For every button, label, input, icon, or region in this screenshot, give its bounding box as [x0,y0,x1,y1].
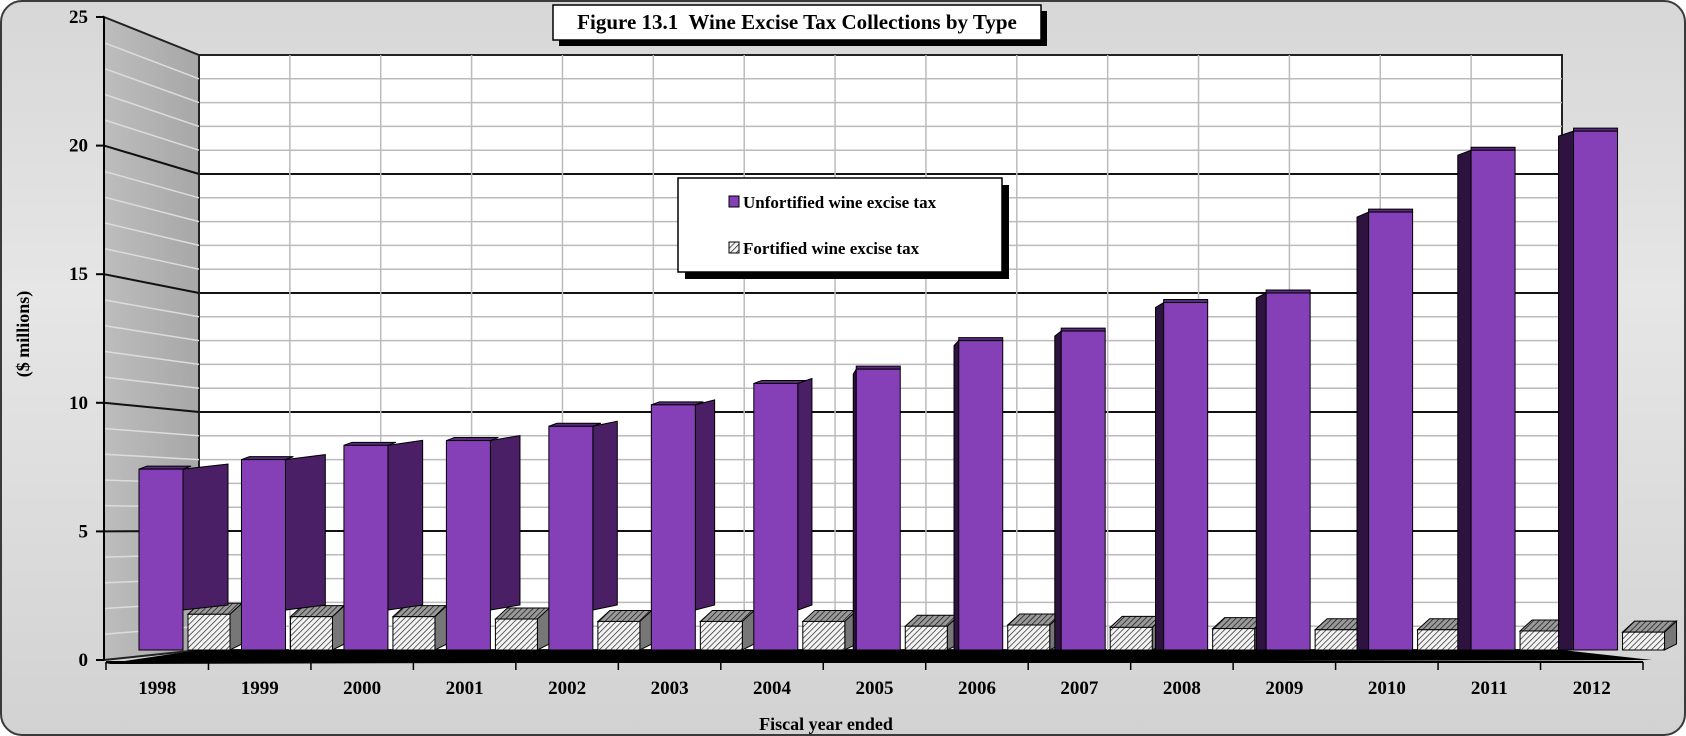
legend-label-fortified: Fortified wine excise tax [743,239,920,258]
bar-unfortified [1054,327,1106,651]
bar-unfortified [1457,146,1516,651]
y-axis: 0 5 10 15 20 25 [69,7,105,671]
x-tick-label: 1999 [241,678,279,699]
x-axis-label: Fiscal year ended [759,714,893,734]
bar-unfortified [240,454,326,651]
bar-unfortified [852,365,901,651]
x-tick-label: 2006 [958,678,996,699]
y-tick-label: 20 [69,136,88,157]
bar-unfortified [1255,289,1311,651]
bar-unfortified [445,434,521,651]
bar-fortified [596,609,654,651]
x-tick-label: 2008 [1163,678,1201,699]
y-tick-label: 25 [69,7,88,28]
y-tick-label: 10 [69,393,88,414]
bar-fortified [1621,620,1678,651]
bar-unfortified [548,420,618,651]
legend-swatch-fortified [728,241,740,254]
x-tick-label: 2007 [1060,678,1099,699]
x-axis: 1998 1999 2000 2001 2002 2003 2004 2005 2006 2007… [105,661,1644,699]
x-tick-label: 2009 [1265,678,1303,699]
bar-fortified [494,606,551,651]
y-axis-label: ($ millions) [13,291,34,378]
bar-fortified [186,602,244,651]
x-tick-label: 2000 [343,678,381,699]
y-tick-label: 0 [79,650,89,671]
y-tick-label: 15 [69,264,88,285]
bar-fortified [699,609,756,651]
bar-unfortified [1155,299,1209,651]
bar-fortified [391,604,449,651]
bar-fortified [1006,612,1064,651]
bar-unfortified [1558,127,1619,651]
bar-unfortified [650,399,716,651]
bar-unfortified [138,463,229,651]
x-tick-label: 2011 [1471,678,1508,699]
x-tick-label: 2001 [446,678,484,699]
bar-unfortified [343,439,424,651]
bar-fortified [289,604,346,651]
legend-swatch-unfortified [728,195,740,208]
x-tick-label: 2002 [548,678,586,699]
x-tick-label: 2010 [1368,678,1406,699]
x-tick-label: 2005 [856,678,894,699]
legend-label-unfortified: Unfortified wine excise tax [743,193,937,212]
plot-floor [104,650,1652,664]
chart-title: Figure 13.1 Wine Excise Tax Collections … [577,10,1017,34]
y-tick-label: 5 [79,521,89,542]
bar-unfortified [953,337,1004,651]
x-tick-label: 2003 [651,678,689,699]
chart-title-box: Figure 13.1 Wine Excise Tax Collections … [552,4,1047,46]
bar-unfortified [1356,208,1414,651]
x-tick-label: 2012 [1573,678,1611,699]
bar-fortified [801,609,859,651]
legend: Unfortified wine excise tax Fortified wi… [677,177,1009,279]
x-tick-label: 1998 [138,678,176,699]
x-tick-label: 2004 [753,678,792,699]
bar-fortified [903,614,961,651]
bars-group [138,127,1678,651]
bar-unfortified [753,377,813,651]
